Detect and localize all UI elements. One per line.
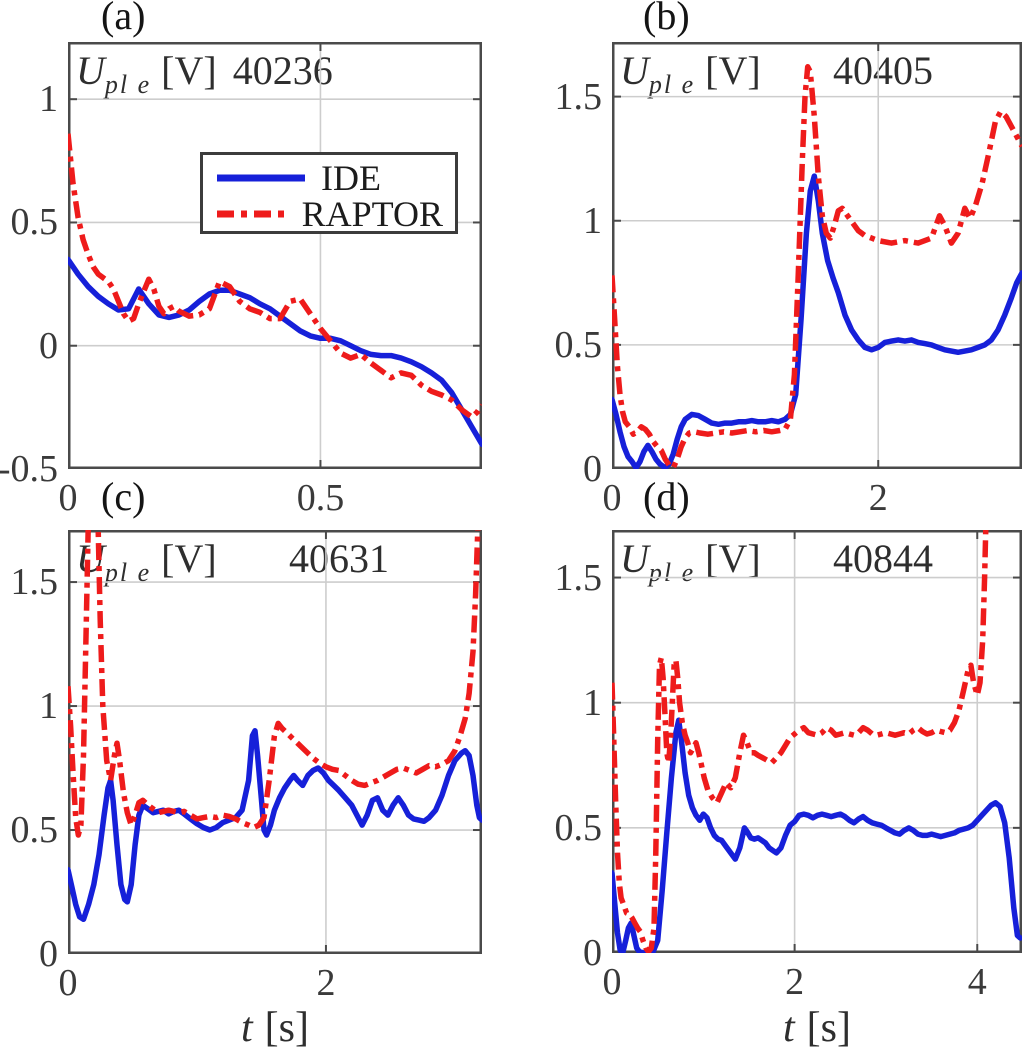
shot-number: 40631: [289, 536, 389, 581]
title-unit: [V]: [705, 536, 761, 581]
panel-a-plot: [68, 42, 482, 469]
x-tick-label: 0: [58, 962, 78, 1004]
panel-b-plot: [612, 42, 1022, 469]
legend-raptor-line-icon: [217, 210, 288, 218]
series-raptor-line: [68, 530, 481, 838]
x-tick-label: 0: [602, 477, 622, 519]
x-tick-label: 2: [868, 477, 888, 519]
panel-b: Upl e [V] 40405 0 2 1.5 1 0.5 0: [555, 42, 1022, 518]
y-tick-label: -0.5: [0, 448, 58, 490]
shot-number: 40405: [833, 48, 933, 93]
series-raptor-line: [612, 64, 1022, 469]
title-subscript: pl e: [104, 70, 152, 99]
y-tick-label: 0: [583, 932, 602, 974]
title-subscript: pl e: [648, 70, 696, 99]
panel-d: Upl e [V] 40844 0 2 4 1.5 1 0.5 0: [555, 530, 1022, 1002]
series-ide-line: [68, 256, 482, 448]
series-ide-line: [612, 173, 1022, 469]
x-tick-label: 2: [316, 962, 336, 1004]
panel-a-label: (a): [101, 0, 146, 38]
title-unit: [V]: [705, 48, 761, 93]
legend-ide-line-icon: [217, 174, 305, 182]
x-tick-label: 0.5: [296, 477, 345, 519]
panel-c-title: Upl e [V] 40631: [76, 537, 478, 588]
x-tick-label: 0: [602, 961, 622, 1003]
series-ide-line: [612, 717, 1022, 953]
y-tick-label: 1: [39, 685, 58, 728]
panel-c-plot: [68, 530, 482, 954]
y-tick-label: 1.5: [554, 75, 603, 118]
xlabel-left: t [s]: [68, 1004, 482, 1052]
panel-c-label: (c): [101, 474, 146, 519]
panel-c: Upl e [V] 40631 0 2 1.5 1 0.5 0: [11, 530, 482, 1003]
shot-number: 40236: [232, 48, 333, 93]
title-symbol: U: [76, 48, 105, 93]
legend-ide-label: IDE: [321, 158, 381, 198]
xlabel-var: t: [783, 1005, 795, 1051]
panel-a-title: Upl e [V] 40236: [76, 49, 478, 100]
legend-raptor-label: RAPTOR: [301, 194, 443, 234]
y-tick-label: 1.5: [10, 561, 59, 604]
x-tick-label: 0: [58, 477, 78, 519]
series-raptor-line: [612, 530, 989, 953]
series-ide-line: [68, 728, 482, 923]
title-unit: [V]: [161, 536, 217, 581]
x-tick-label: 4: [967, 961, 987, 1003]
series-raptor-line: [68, 133, 482, 420]
xlabel-right: t [s]: [612, 1004, 1022, 1052]
y-tick-label: 0.5: [554, 806, 603, 849]
panel-d-plot: [612, 530, 1022, 953]
xlabel-var: t: [241, 1005, 253, 1051]
y-tick-label: 1: [583, 681, 602, 724]
y-tick-label: 0: [583, 448, 602, 490]
xlabel-unit: [s]: [806, 1005, 851, 1051]
panel-d-title: Upl e [V] 40844: [620, 537, 1018, 588]
y-tick-label: 0.5: [554, 323, 603, 366]
legend-row-ide: IDE: [215, 160, 443, 196]
panel-d-label: (d): [643, 474, 690, 519]
panel-b-label: (b): [643, 0, 690, 38]
y-tick-label: 1.5: [554, 556, 603, 599]
title-subscript: pl e: [648, 558, 696, 587]
panel-b-title: Upl e [V] 40405: [620, 49, 1018, 100]
shot-number: 40844: [833, 536, 933, 581]
panel-a: Upl e [V] 40236 IDE RAPTOR 0 0.5 1 0.5 0 -0.5: [0, 42, 482, 518]
title-symbol: U: [620, 48, 649, 93]
y-tick-label: 0.5: [10, 201, 59, 244]
y-tick-label: 1: [583, 199, 602, 242]
title-symbol: U: [620, 536, 649, 581]
y-tick-label: 0: [39, 324, 58, 367]
x-tick-label: 2: [785, 961, 805, 1003]
xlabel-unit: [s]: [264, 1005, 309, 1051]
y-tick-label: 1: [39, 78, 58, 121]
y-tick-label: 0: [39, 933, 58, 975]
title-unit: [V]: [161, 48, 217, 93]
y-tick-label: 0.5: [10, 809, 59, 852]
legend-row-raptor: RAPTOR: [215, 196, 443, 232]
legend: IDE RAPTOR: [200, 152, 458, 234]
